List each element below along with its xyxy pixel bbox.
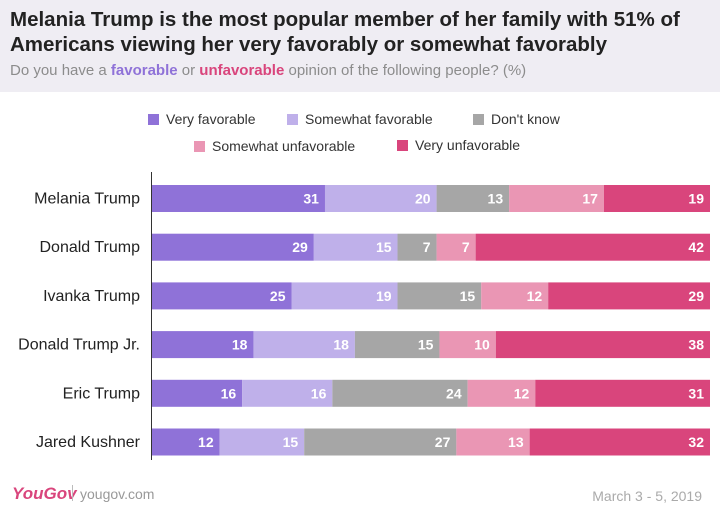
data-label: 13 bbox=[508, 434, 524, 450]
subtitle-suffix: opinion of the following people? (%) bbox=[284, 62, 527, 79]
legend-swatch-somewhat-favorable bbox=[287, 113, 298, 125]
legend-swatch-very-unfavorable bbox=[397, 139, 408, 151]
data-label: 12 bbox=[198, 434, 214, 450]
subtitle-favorable: favorable bbox=[110, 62, 178, 79]
subtitle-unfavorable: unfavorable bbox=[199, 62, 285, 79]
bar-segment bbox=[467, 379, 536, 407]
bar-segment bbox=[152, 185, 325, 212]
data-label: 16 bbox=[221, 385, 237, 401]
data-label: 15 bbox=[283, 434, 299, 450]
data-label: 18 bbox=[232, 337, 248, 353]
legend-label-somewhat-unfavorable: Somewhat unfavorable bbox=[212, 138, 356, 154]
data-label: 38 bbox=[688, 337, 704, 353]
data-label: 20 bbox=[415, 191, 431, 207]
yougov-logo: YouGov bbox=[12, 484, 77, 503]
data-label: 13 bbox=[488, 191, 504, 207]
data-label: 19 bbox=[688, 191, 704, 207]
bar-segment bbox=[152, 428, 220, 456]
bar-segment bbox=[152, 233, 314, 261]
data-label: 24 bbox=[446, 385, 462, 401]
footer-date: March 3 - 5, 2019 bbox=[592, 488, 702, 504]
data-label: 17 bbox=[582, 191, 598, 207]
data-label: 32 bbox=[688, 434, 704, 450]
bar-segment bbox=[509, 185, 604, 212]
legend-item-very-unfavorable: Very unfavorable bbox=[397, 137, 520, 153]
data-label: 25 bbox=[270, 288, 286, 304]
bar-segment bbox=[456, 428, 530, 456]
bar-segment bbox=[436, 233, 476, 261]
data-label: 27 bbox=[435, 434, 451, 450]
bar-segment bbox=[535, 379, 710, 407]
bar-segment bbox=[397, 233, 437, 261]
bar-segment bbox=[219, 428, 305, 456]
data-label: 12 bbox=[514, 385, 530, 401]
legend-item-very-favorable: Very favorable bbox=[148, 111, 256, 127]
data-label: 7 bbox=[462, 239, 470, 255]
category-label: Eric Trump bbox=[63, 385, 140, 402]
chart-subtitle: Do you have a favorable or unfavorable o… bbox=[10, 62, 710, 79]
data-label: 18 bbox=[333, 337, 349, 353]
data-label: 29 bbox=[688, 288, 704, 304]
bar-segment bbox=[603, 185, 710, 212]
legend-swatch-dont-know bbox=[473, 113, 484, 125]
bar-segment bbox=[529, 428, 710, 456]
bar-segment bbox=[397, 282, 482, 310]
bar-segment bbox=[304, 428, 457, 456]
footer-divider bbox=[72, 485, 73, 501]
data-label: 10 bbox=[474, 337, 490, 353]
subtitle-prefix: Do you have a bbox=[10, 62, 111, 79]
data-label: 15 bbox=[376, 239, 392, 255]
category-label: Donald Trump Jr. bbox=[18, 337, 140, 354]
bar-segment bbox=[242, 379, 333, 407]
subtitle-or: or bbox=[177, 62, 200, 79]
data-label: 42 bbox=[688, 239, 704, 255]
data-label: 19 bbox=[376, 288, 392, 304]
legend-item-somewhat-favorable: Somewhat favorable bbox=[287, 111, 433, 127]
category-label: Melania Trump bbox=[34, 191, 140, 208]
data-label: 15 bbox=[418, 337, 434, 353]
bar-segment bbox=[495, 331, 710, 359]
bar-segment bbox=[354, 331, 440, 359]
data-label: 16 bbox=[311, 385, 327, 401]
legend-label-somewhat-favorable: Somewhat favorable bbox=[305, 111, 433, 127]
footer-site: yougov.com bbox=[80, 486, 155, 502]
data-label: 7 bbox=[423, 239, 431, 255]
category-label: Ivanka Trump bbox=[43, 288, 140, 305]
bar-segment bbox=[253, 331, 355, 359]
data-label: 15 bbox=[460, 288, 476, 304]
bar-segment bbox=[152, 379, 243, 407]
bar-segment bbox=[436, 185, 510, 212]
legend: Very favorable Somewhat favorable Don't … bbox=[0, 108, 720, 158]
legend-label-very-unfavorable: Very unfavorable bbox=[415, 137, 521, 153]
bar-segment bbox=[313, 233, 398, 261]
legend-swatch-somewhat-unfavorable bbox=[194, 140, 205, 152]
header-banner: Melania Trump is the most popular member… bbox=[0, 0, 720, 92]
bar-segment bbox=[152, 282, 292, 310]
legend-item-somewhat-unfavorable: Somewhat unfavorable bbox=[194, 138, 355, 154]
bar-segment bbox=[152, 331, 254, 359]
legend-item-dont-know: Don't know bbox=[473, 111, 560, 127]
category-label: Donald Trump bbox=[40, 239, 141, 256]
legend-label-very-favorable: Very favorable bbox=[166, 111, 256, 127]
bar-segment bbox=[332, 379, 468, 407]
legend-label-dont-know: Don't know bbox=[491, 111, 560, 127]
bar-segment bbox=[475, 233, 710, 261]
bar-segment bbox=[291, 282, 398, 310]
legend-swatch-very-favorable bbox=[148, 113, 159, 125]
bar-segment bbox=[324, 185, 437, 212]
data-label: 12 bbox=[527, 288, 543, 304]
data-label: 29 bbox=[292, 239, 308, 255]
bar-segment bbox=[439, 331, 496, 359]
data-label: 31 bbox=[303, 191, 319, 207]
category-label: Jared Kushner bbox=[36, 434, 141, 451]
bar-segment bbox=[481, 282, 549, 310]
data-label: 31 bbox=[688, 385, 704, 401]
chart-title: Melania Trump is the most popular member… bbox=[10, 8, 680, 56]
bar-segment bbox=[548, 282, 710, 310]
